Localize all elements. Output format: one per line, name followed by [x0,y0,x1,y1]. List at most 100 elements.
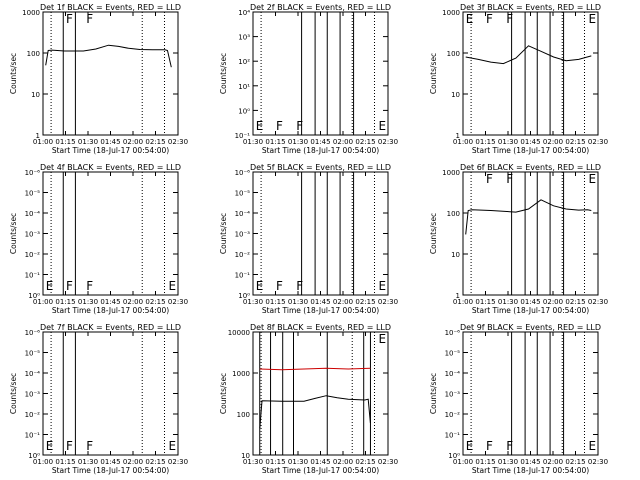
channel-marker: F [86,12,93,26]
channel-marker: E [256,119,264,133]
x-tick-label: 02:30 [168,298,188,306]
x-tick-label: 01:45 [520,458,540,466]
x-tick-label: 02:15 [565,138,585,146]
x-tick-label: 02:15 [355,298,375,306]
series-line [259,395,371,429]
x-tick-label: 02:00 [543,298,563,306]
y-tick-label: 10⁻⁵ [25,190,41,198]
channel-marker: F [506,439,513,453]
channel-marker: F [66,12,73,26]
y-tick-label: 10⁻¹ [235,272,251,280]
x-axis-label: Start Time (18-Jul-17 00:54:00) [52,466,169,475]
x-tick-label: 01:15 [475,298,495,306]
y-axis-label: Counts/sec [219,213,228,254]
panel-2: Det 2f BLACK = Events, RED = LLD 01:30 01:… [219,3,398,155]
y-tick-label: 1000 [22,9,40,17]
channel-marker: E [46,279,54,293]
y-axis-label: Counts/sec [219,373,228,414]
y-tick-label: 10 [31,91,40,99]
x-tick-label: 02:00 [123,458,143,466]
y-tick-label: 100 [27,50,40,58]
y-tick-label: 10⁻⁵ [25,350,41,358]
x-tick-label: 01:45 [100,458,120,466]
x-tick-label: 02:30 [378,298,398,306]
x-tick-label: 01:45 [100,298,120,306]
x-tick-label: 01:00 [33,138,53,146]
x-tick-label: 01:00 [33,298,53,306]
channel-marker: F [486,439,493,453]
panel-title: Det 2f BLACK = Events, RED = LLD [250,3,391,12]
channel-marker: F [486,172,493,186]
x-tick-label: 02:00 [543,138,563,146]
y-tick-label: 10⁴ [238,9,250,17]
x-axis-label: Start Time (18-Jul-17 00:54:00) [472,146,589,155]
x-tick-label: 02:30 [588,138,608,146]
series-line [465,199,592,235]
x-tick-label: 02:30 [588,298,608,306]
y-tick-label: 10000 [228,329,250,337]
x-tick-label: 01:00 [453,298,473,306]
x-tick-label: 02:15 [355,138,375,146]
series-line [259,367,371,371]
x-tick-label: 02:00 [333,298,353,306]
panel-title: Det 6f BLACK = Events, RED = LLD [460,163,601,172]
plot-frame [462,331,599,456]
x-tick-label: 01:30 [288,138,308,146]
y-tick-label: 10⁻⁵ [445,350,461,358]
channel-marker: F [276,279,283,293]
x-tick-label: 01:30 [288,458,308,466]
y-tick-label: 1 [456,292,460,300]
panel-title: Det 9f BLACK = Events, RED = LLD [460,323,601,332]
x-tick-label: 01:15 [265,138,285,146]
x-tick-label: 01:45 [310,458,330,466]
x-tick-label: 01:15 [55,298,75,306]
x-tick-label: 01:30 [288,298,308,306]
y-tick-label: 1 [36,132,40,140]
channel-marker: F [486,12,493,26]
x-tick-label: 01:15 [55,138,75,146]
x-tick-label: 01:30 [498,298,518,306]
x-tick-label: 02:15 [565,298,585,306]
x-tick-label: 01:30 [78,298,98,306]
y-tick-label: 1000 [232,370,250,378]
x-tick-label: 01:30 [498,458,518,466]
y-tick-label: 10⁻³ [235,231,251,239]
y-tick-label: 10³ [238,34,250,42]
y-tick-label: 10⁻³ [445,391,461,399]
plot-frame [462,171,599,296]
y-tick-label: 10⁻¹ [235,132,251,140]
channel-marker: E [379,119,387,133]
plot-frame [252,171,389,296]
x-tick-label: 01:45 [310,138,330,146]
y-tick-label: 10⁻¹ [25,272,41,280]
x-axis-label: Start Time (18-Jul-17 00:54:00) [262,146,379,155]
y-axis-label: Counts/sec [429,53,438,94]
y-tick-label: 10⁻² [445,411,461,419]
x-tick-label: 02:30 [168,138,188,146]
channel-marker: F [86,439,93,453]
channel-marker: E [46,439,54,453]
channel-marker: F [86,279,93,293]
x-axis-label: Start Time (18-Jul-17 00:54:00) [472,306,589,315]
panel-8: Det 8f BLACK = Events, RED = LLD 01:30 01:… [219,323,398,475]
x-axis-label: Start Time (18-Jul-17 00:54:00) [472,466,589,475]
x-axis-label: Start Time (18-Jul-17 00:54:00) [262,466,379,475]
x-tick-label: 02:30 [588,458,608,466]
x-tick-label: 02:15 [145,138,165,146]
x-tick-label: 02:00 [123,138,143,146]
y-tick-label: 10⁻¹ [445,432,461,440]
x-axis-label: Start Time (18-Jul-17 00:54:00) [52,146,169,155]
x-tick-label: 01:00 [453,138,473,146]
x-tick-label: 02:00 [333,458,353,466]
y-tick-label: 100 [447,210,460,218]
panel-title: Det 8f BLACK = Events, RED = LLD [250,323,391,332]
plot-frame [252,11,389,136]
channel-marker: F [506,12,513,26]
series-line [465,45,592,65]
channel-marker: E [589,172,597,186]
